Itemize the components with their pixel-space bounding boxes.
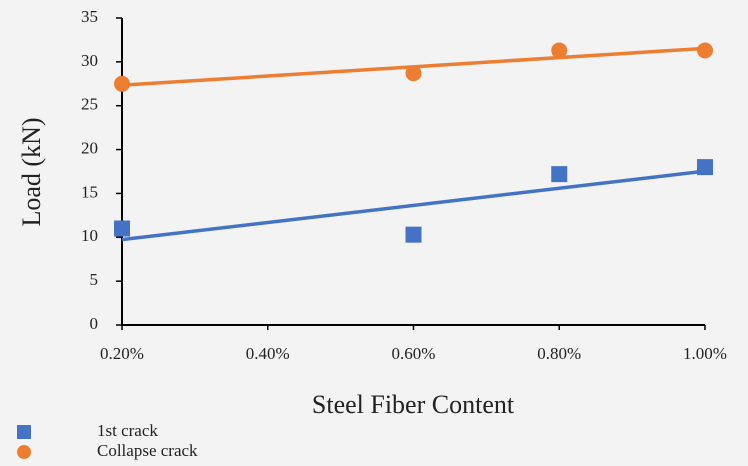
- x-tick-label: 0.40%: [246, 344, 290, 363]
- x-tick-label: 1.00%: [683, 344, 727, 363]
- y-tick-label: 25: [81, 95, 98, 114]
- y-tick-label: 30: [81, 51, 98, 70]
- y-tick-label: 0: [90, 314, 99, 333]
- marker: [405, 226, 422, 243]
- marker: [114, 220, 130, 237]
- legend-marker: [17, 445, 31, 459]
- marker: [697, 159, 713, 176]
- x-tick-label: 0.60%: [392, 344, 436, 363]
- legend-label: Collapse crack: [97, 441, 198, 460]
- marker: [405, 65, 422, 82]
- marker: [114, 75, 130, 92]
- marker: [551, 166, 568, 183]
- legend-label: 1st crack: [97, 421, 158, 440]
- y-tick-label: 5: [90, 270, 99, 289]
- x-tick-label: 0.80%: [537, 344, 581, 363]
- y-tick-label: 35: [81, 7, 98, 26]
- legend-marker: [17, 425, 31, 439]
- y-tick-label: 15: [81, 182, 98, 201]
- x-tick-label: 0.20%: [100, 344, 144, 363]
- y-tick-label: 10: [81, 226, 98, 245]
- marker: [551, 42, 568, 59]
- trendline: [121, 169, 706, 242]
- x-axis-title: Steel Fiber Content: [312, 390, 515, 419]
- y-axis-title: Load (kN): [17, 117, 46, 226]
- y-tick-label: 20: [81, 138, 98, 157]
- marker: [697, 42, 713, 59]
